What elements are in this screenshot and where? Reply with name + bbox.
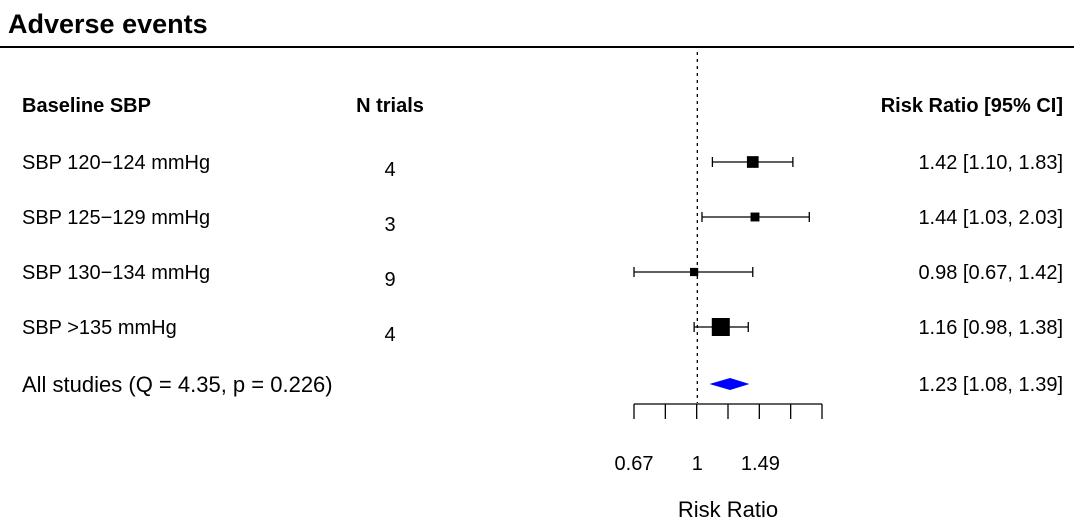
x-tick-label: 0.67 — [615, 453, 654, 475]
x-tick-label: 1.49 — [741, 453, 780, 475]
row-estimate: 0.98 [0.67, 1.42] — [918, 262, 1063, 284]
summary-diamond — [709, 378, 750, 390]
row-estimate: 1.16 [0.98, 1.38] — [918, 317, 1063, 339]
row-label: SBP 120−124 mmHg — [22, 152, 210, 174]
point-estimate — [711, 318, 730, 336]
column-header-label: Baseline SBP — [22, 95, 151, 117]
row-label: SBP 130−134 mmHg — [22, 262, 210, 284]
row-label: SBP >135 mmHg — [22, 317, 177, 339]
row-count: 9 — [384, 269, 395, 291]
row-count: 4 — [384, 324, 395, 346]
point-estimate — [690, 267, 699, 277]
row-estimate: 1.42 [1.10, 1.83] — [918, 152, 1063, 174]
row-count: 3 — [384, 214, 395, 236]
row-label: SBP 125−129 mmHg — [22, 207, 210, 229]
x-tick-label: 1 — [692, 453, 703, 475]
summary-label: All studies (Q = 4.35, p = 0.226) — [22, 372, 333, 397]
rows-group: SBP 120−124 mmHg 4 1.42 [1.10, 1.83] SBP 12… — [22, 152, 1063, 397]
point-estimate — [750, 212, 760, 222]
x-axis: 0.67 1 1.49 — [615, 403, 823, 475]
column-header-estimate: Risk Ratio [95% CI] — [881, 95, 1063, 117]
x-axis-label: Risk Ratio — [678, 497, 778, 522]
row-count: 4 — [384, 159, 395, 181]
point-estimate — [746, 156, 759, 168]
row-estimate: 1.44 [1.03, 2.03] — [918, 207, 1063, 229]
summary-estimate: 1.23 [1.08, 1.39] — [918, 374, 1063, 396]
column-header-count: N trials — [356, 95, 424, 117]
chart-title: Adverse events — [8, 9, 208, 39]
